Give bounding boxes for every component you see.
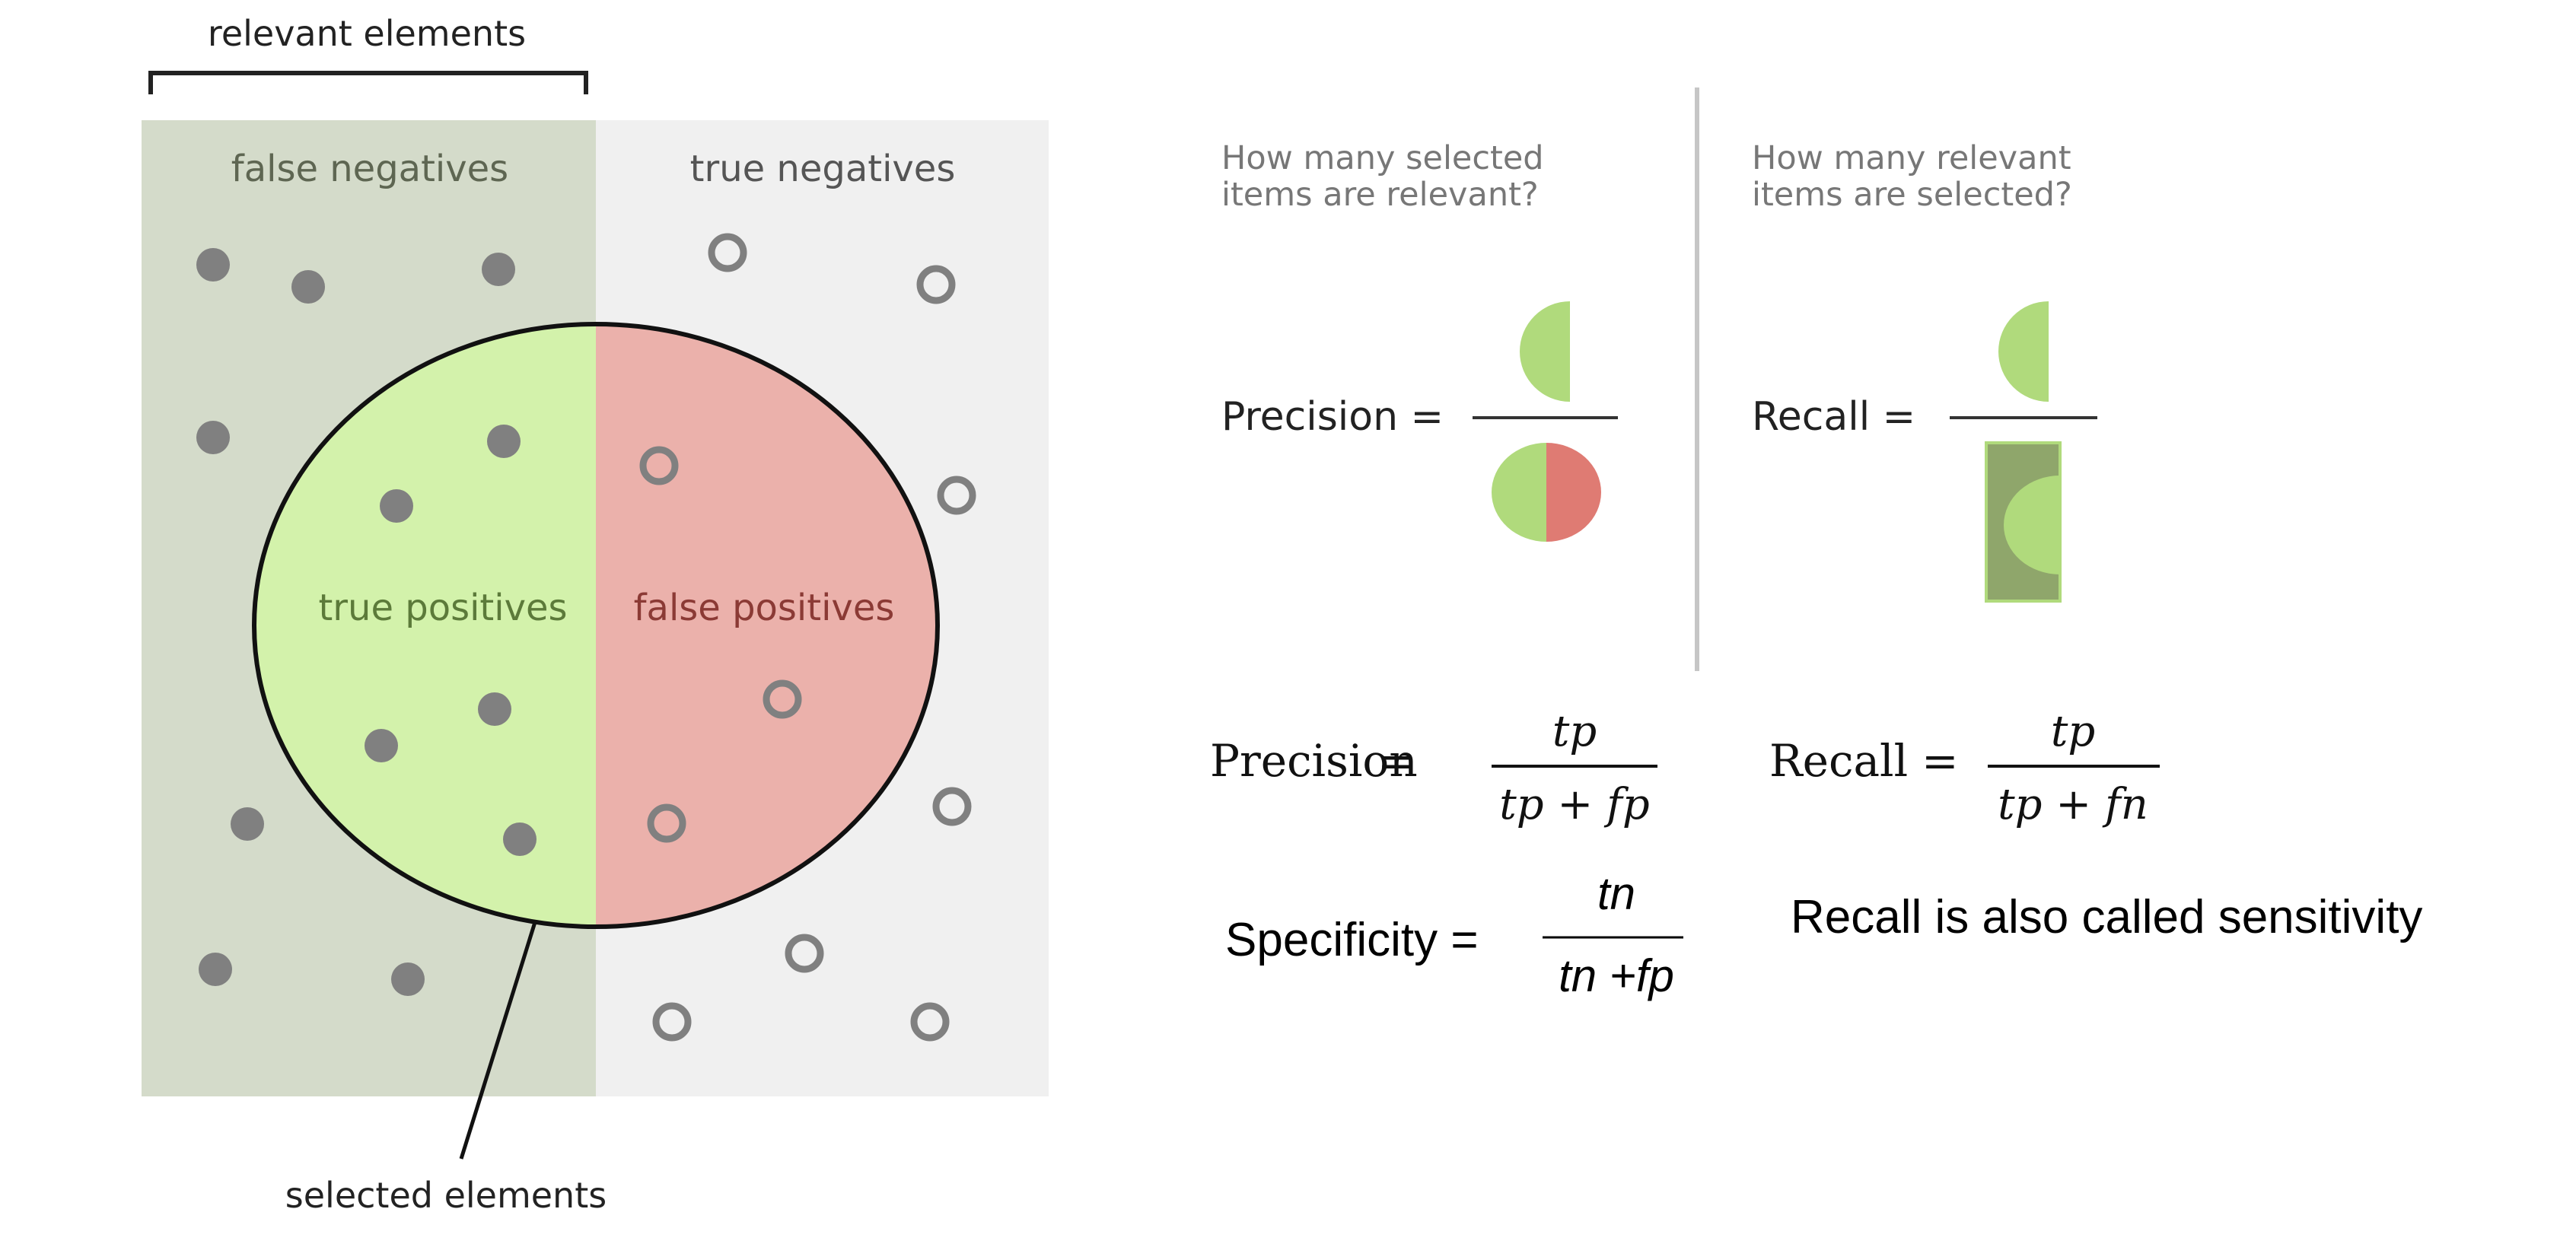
relevant-item-dot <box>231 807 264 841</box>
relevant-item-dot <box>391 962 425 996</box>
precision-denominator-green-half <box>1492 443 1546 542</box>
recall-numerator: tp <box>2051 707 2095 756</box>
recall-pictorial-label: Recall = <box>1752 394 1915 440</box>
recall-question-line1: How many relevant <box>1752 139 2071 177</box>
irrelevant-item-ring <box>652 1002 692 1042</box>
formula-specificity: Specificity = tn tn +fp <box>1225 868 1683 1001</box>
precision-numerator: tp <box>1552 707 1597 756</box>
irrelevant-item-ring <box>932 787 972 826</box>
relevant-bracket <box>148 71 588 94</box>
relevant-item-dot <box>196 421 230 454</box>
precision-question-line1: How many selected <box>1221 139 1544 177</box>
relevant-elements-label: relevant elements <box>208 13 526 54</box>
sensitivity-note: Recall is also called sensitivity <box>1791 891 2422 943</box>
false-positive-area <box>596 324 938 927</box>
irrelevant-item-ring <box>785 934 824 973</box>
confusion-diagram: relevant elements selected elements fals… <box>142 13 1049 1216</box>
relevant-item-dot <box>478 692 511 726</box>
irrelevant-item-ring <box>639 446 679 485</box>
recall-formula-equals: = <box>1922 735 1959 787</box>
specificity-formula-label: Specificity = <box>1225 914 1479 966</box>
false-positives-label: false positives <box>634 587 895 629</box>
relevant-item-dot <box>380 489 413 523</box>
irrelevant-item-ring <box>708 233 747 272</box>
irrelevant-item-ring <box>910 1002 950 1042</box>
precision-formula-equals: = <box>1377 735 1415 787</box>
relevant-item-dot <box>291 270 325 304</box>
true-positive-area <box>254 324 596 927</box>
recall-question-line2: items are selected? <box>1752 176 2072 214</box>
specificity-numerator: tn <box>1597 868 1635 919</box>
selected-elements-label: selected elements <box>285 1175 607 1216</box>
irrelevant-item-ring <box>937 476 976 515</box>
relevant-item-dot <box>482 253 515 286</box>
recall-denominator: tp + fn <box>1998 780 2148 829</box>
true-negatives-label: true negatives <box>690 148 956 190</box>
precision-denominator: tp + fp <box>1499 780 1649 829</box>
recall-numerator-half-disc <box>1998 301 2049 402</box>
irrelevant-item-ring <box>763 679 802 719</box>
false-negatives-label: false negatives <box>231 148 508 190</box>
relevant-item-dot <box>503 822 537 856</box>
relevant-item-dot <box>365 729 398 762</box>
irrelevant-item-ring <box>916 265 956 304</box>
relevant-item-dot <box>196 248 230 282</box>
precision-numerator-half-disc <box>1520 301 1570 402</box>
relevant-item-dot <box>487 425 521 458</box>
formula-precision: Precision = tp tp + fp <box>1210 707 1657 829</box>
irrelevant-item-ring <box>647 803 686 843</box>
selected-ellipse-outline <box>252 322 940 929</box>
precision-pictorial-label: Precision = <box>1221 394 1444 440</box>
relevant-item-dot <box>199 953 232 986</box>
recall-formula-label: Recall <box>1769 735 1908 787</box>
recall-denominator-half-disc <box>2004 476 2060 574</box>
true-positives-label: true positives <box>318 587 567 629</box>
precision-denominator-red-half <box>1546 443 1601 542</box>
specificity-denominator: tn +fp <box>1559 950 1674 1001</box>
precision-question-line2: items are relevant? <box>1221 176 1539 214</box>
pictorial-definitions: How many selected items are relevant? Ho… <box>1221 87 2097 671</box>
precision-formula-label: Precision <box>1210 735 1418 787</box>
formula-recall: Recall = tp tp + fn <box>1769 707 2160 829</box>
selected-pointer-line <box>459 921 537 1160</box>
